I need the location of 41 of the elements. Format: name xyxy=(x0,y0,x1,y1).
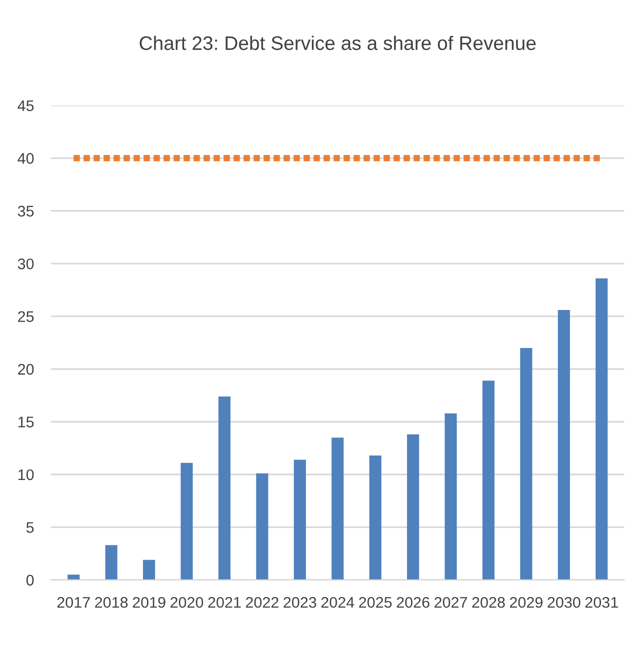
x-tick-label: 2030 xyxy=(548,596,580,608)
x-tick-label: 2024 xyxy=(321,596,354,608)
x-tick-label: 2025 xyxy=(359,596,392,608)
chart-title: Chart 23: Debt Service as a share of Revenue xyxy=(140,36,536,50)
y-tick-label: 30 xyxy=(18,258,34,270)
bar xyxy=(294,460,306,580)
y-tick-label: 40 xyxy=(18,153,34,164)
bar xyxy=(68,574,80,580)
bar xyxy=(105,545,118,580)
x-tick-label: 2029 xyxy=(510,596,542,608)
y-tick-label: 35 xyxy=(18,206,34,217)
x-tick-label: 2018 xyxy=(95,596,128,608)
bar xyxy=(142,560,156,580)
x-tick-label: 2021 xyxy=(208,596,241,608)
y-tick-label: 25 xyxy=(18,311,34,322)
y-tick-label: 0 xyxy=(26,574,34,586)
y-tick-label: 15 xyxy=(18,416,34,428)
y-tick-label: 20 xyxy=(18,364,34,375)
bar xyxy=(256,473,268,580)
bar xyxy=(332,438,344,580)
bar xyxy=(218,396,230,580)
x-tick-label: 2026 xyxy=(396,596,430,608)
x-tick-label: 2027 xyxy=(434,596,467,608)
bar xyxy=(180,462,193,580)
x-tick-label: 2019 xyxy=(132,596,166,608)
x-tick-label: 2020 xyxy=(170,596,204,608)
x-tick-label: 2017 xyxy=(57,596,90,608)
bar xyxy=(444,413,457,580)
x-tick-label: 2031 xyxy=(585,596,618,608)
bar xyxy=(407,434,420,580)
y-tick-label: 5 xyxy=(26,522,34,533)
bar xyxy=(558,310,570,580)
bar xyxy=(520,348,532,580)
x-tick-label: 2028 xyxy=(472,596,505,608)
bar xyxy=(596,278,608,580)
bar xyxy=(369,456,382,580)
x-tick-label: 2022 xyxy=(246,596,278,608)
y-tick-label: 45 xyxy=(18,100,34,112)
bar xyxy=(482,380,495,580)
y-tick-label: 10 xyxy=(18,469,34,480)
x-tick-label: 2023 xyxy=(284,596,316,608)
